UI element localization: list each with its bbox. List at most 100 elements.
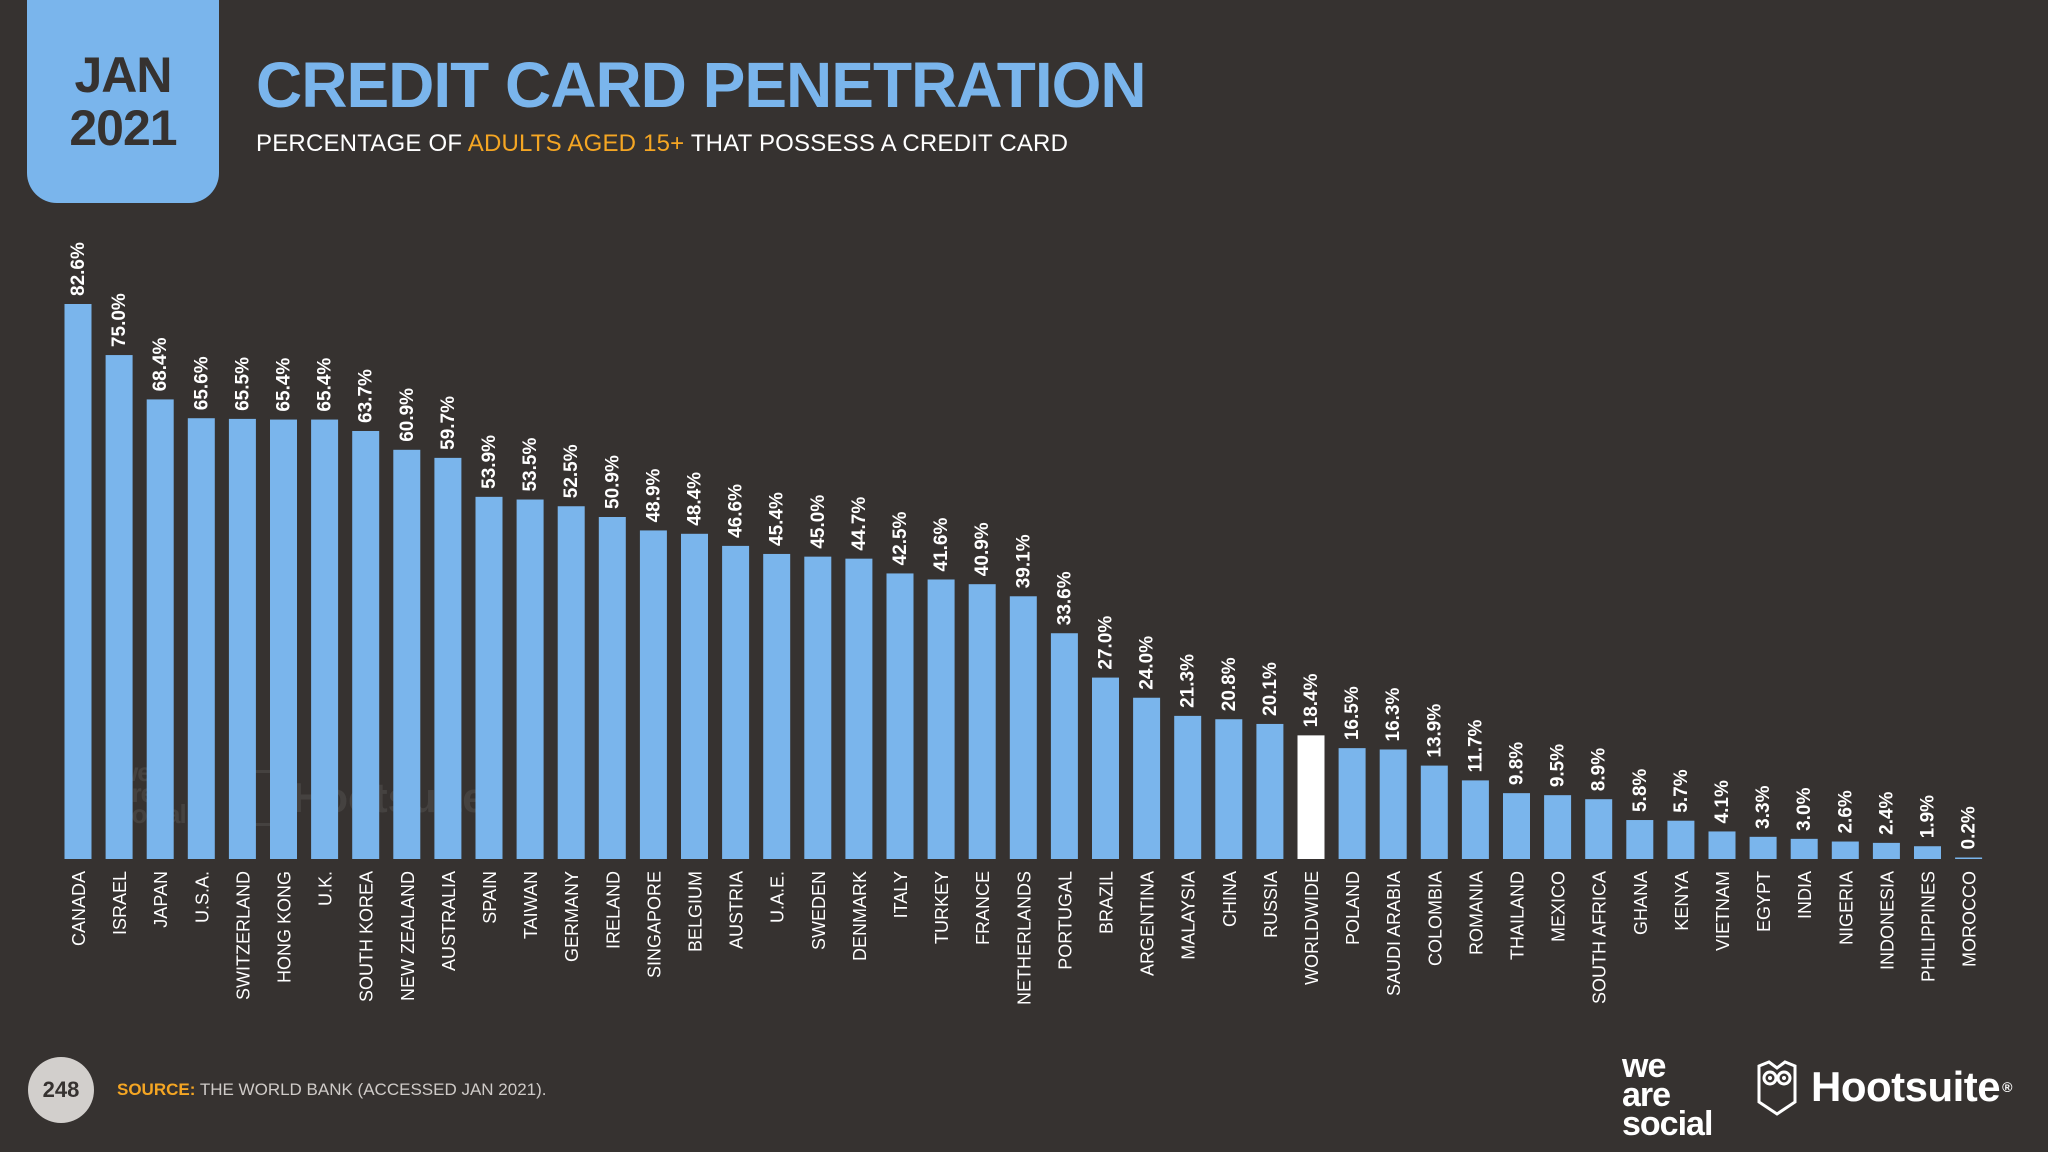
page-subtitle: PERCENTAGE OF ADULTS AGED 15+ THAT POSSE… bbox=[256, 130, 1068, 158]
category-label-u-s-a: U.S.A. bbox=[192, 871, 212, 923]
page-number: 248 bbox=[28, 1057, 94, 1123]
category-label-saudi-arabia: SAUDI ARABIA bbox=[1384, 871, 1404, 996]
value-label-malaysia: 21.3% bbox=[1178, 654, 1199, 708]
category-label-italy: ITALY bbox=[891, 871, 911, 918]
category-label-indonesia: INDONESIA bbox=[1877, 871, 1897, 970]
bar-mexico bbox=[1544, 795, 1572, 859]
category-label-mexico: MEXICO bbox=[1549, 871, 1569, 942]
category-label-hong-kong: HONG KONG bbox=[275, 871, 295, 983]
we-are-social-logo: we are social bbox=[1622, 1047, 1713, 1143]
category-label-romania: ROMANIA bbox=[1466, 871, 1486, 955]
bar-indonesia bbox=[1872, 842, 1900, 859]
value-label-japan: 68.4% bbox=[150, 337, 171, 391]
bar-germany bbox=[557, 506, 585, 859]
value-label-singapore: 48.9% bbox=[643, 468, 664, 522]
category-label-russia: RUSSIA bbox=[1261, 871, 1281, 938]
category-label-south-korea: SOUTH KOREA bbox=[357, 871, 377, 1002]
category-label-china: CHINA bbox=[1220, 871, 1240, 927]
category-label-vietnam: VIETNAM bbox=[1713, 871, 1733, 951]
bar-russia bbox=[1256, 723, 1284, 859]
bar-ghana bbox=[1626, 820, 1654, 859]
bar-colombia bbox=[1420, 765, 1448, 859]
value-label-thailand: 9.8% bbox=[1507, 742, 1528, 785]
value-label-switzerland: 65.5% bbox=[232, 357, 253, 411]
value-label-hong-kong: 65.4% bbox=[274, 358, 295, 412]
page-title: CREDIT CARD PENETRATION bbox=[256, 49, 1147, 121]
value-label-ireland: 50.9% bbox=[602, 455, 623, 509]
bar-japan bbox=[146, 399, 174, 859]
logo-we-line1: we bbox=[1622, 1047, 1666, 1085]
date-badge: JAN 2021 bbox=[27, 0, 219, 203]
value-label-indonesia: 2.4% bbox=[1876, 791, 1897, 834]
value-label-taiwan: 53.5% bbox=[520, 438, 541, 492]
bar-turkey bbox=[927, 579, 955, 859]
value-label-saudi-arabia: 16.3% bbox=[1383, 687, 1404, 741]
value-label-china: 20.8% bbox=[1219, 657, 1240, 711]
value-label-egypt: 3.3% bbox=[1753, 785, 1774, 828]
value-label-sweden: 45.0% bbox=[808, 495, 829, 549]
bar-spain bbox=[475, 496, 503, 859]
bar-brazil bbox=[1092, 677, 1119, 859]
bar-poland bbox=[1338, 748, 1366, 859]
category-label-australia: AUSTRALIA bbox=[439, 871, 459, 971]
logo-we-line3: social bbox=[1622, 1104, 1713, 1143]
trademark-mark: ® bbox=[2002, 1079, 2012, 1095]
value-label-worldwide: 18.4% bbox=[1301, 673, 1322, 727]
value-label-france: 40.9% bbox=[972, 522, 993, 576]
date-month: JAN bbox=[74, 47, 172, 103]
value-label-philippines: 1.9% bbox=[1918, 795, 1939, 838]
subtitle-post: THAT POSSESS A CREDIT CARD bbox=[684, 130, 1069, 157]
bar-israel bbox=[105, 355, 133, 859]
category-label-ghana: GHANA bbox=[1631, 871, 1651, 935]
category-label-singapore: SINGAPORE bbox=[644, 871, 664, 978]
category-label-netherlands: NETHERLANDS bbox=[1014, 871, 1034, 1005]
bar-romania bbox=[1461, 780, 1489, 859]
bar-u-s-a bbox=[187, 418, 215, 859]
category-label-egypt: EGYPT bbox=[1754, 871, 1774, 932]
bar-netherlands bbox=[1009, 596, 1037, 859]
category-label-ireland: IRELAND bbox=[603, 871, 623, 949]
bar-nigeria bbox=[1831, 841, 1859, 859]
bar-italy bbox=[886, 573, 914, 859]
bar-saudi-arabia bbox=[1379, 749, 1407, 859]
category-label-morocco: MOROCCO bbox=[1960, 871, 1980, 967]
owl-icon bbox=[1757, 1060, 1797, 1116]
value-label-turkey: 41.6% bbox=[931, 518, 952, 572]
value-label-italy: 42.5% bbox=[890, 511, 911, 565]
category-label-portugal: PORTUGAL bbox=[1055, 871, 1075, 970]
bar-egypt bbox=[1749, 836, 1777, 859]
category-label-new-zealand: NEW ZEALAND bbox=[398, 871, 418, 1001]
value-label-argentina: 24.0% bbox=[1137, 636, 1158, 690]
value-label-u-k: 65.4% bbox=[315, 358, 336, 412]
value-label-netherlands: 39.1% bbox=[1013, 534, 1034, 588]
bar-u-k bbox=[311, 419, 339, 859]
value-label-australia: 59.7% bbox=[438, 396, 459, 450]
category-label-israel: ISRAEL bbox=[110, 871, 130, 935]
category-label-turkey: TURKEY bbox=[932, 871, 952, 944]
category-label-kenya: KENYA bbox=[1672, 871, 1692, 931]
category-label-sweden: SWEDEN bbox=[809, 871, 829, 950]
value-label-vietnam: 4.1% bbox=[1712, 780, 1733, 823]
category-label-argentina: ARGENTINA bbox=[1138, 871, 1158, 976]
category-label-belgium: BELGIUM bbox=[686, 871, 706, 952]
value-label-india: 3.0% bbox=[1794, 787, 1815, 830]
category-label-france: FRANCE bbox=[973, 871, 993, 945]
category-label-denmark: DENMARK bbox=[850, 871, 870, 961]
bar-belgium bbox=[681, 533, 708, 859]
category-label-canada: CANADA bbox=[69, 871, 89, 946]
bar-india bbox=[1790, 838, 1818, 859]
bar-south-korea bbox=[352, 430, 380, 859]
bar-thailand bbox=[1503, 793, 1530, 859]
value-label-israel: 75.0% bbox=[109, 293, 130, 347]
category-label-malaysia: MALAYSIA bbox=[1179, 871, 1199, 960]
category-label-colombia: COLOMBIA bbox=[1425, 871, 1445, 966]
value-label-romania: 11.7% bbox=[1465, 719, 1486, 772]
bar-hong-kong bbox=[270, 419, 297, 859]
bar-morocco bbox=[1955, 857, 1983, 859]
value-label-colombia: 13.9% bbox=[1424, 704, 1445, 758]
bar-worldwide bbox=[1297, 735, 1325, 859]
bar-vietnam bbox=[1708, 831, 1736, 859]
category-label-poland: POLAND bbox=[1343, 871, 1363, 945]
date-year: 2021 bbox=[69, 99, 177, 156]
